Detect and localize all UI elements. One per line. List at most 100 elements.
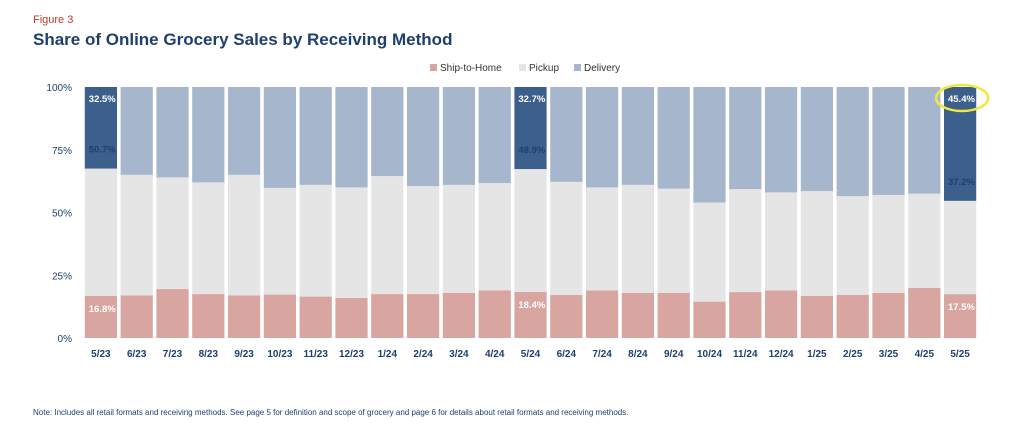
bar-segment-ship-to-home	[943, 294, 977, 338]
x-tick-label: 3/25	[879, 349, 899, 360]
bar-segment-ship-to-home	[299, 296, 332, 338]
bar-segment-pickup	[729, 189, 762, 293]
x-tick-label: 5/24	[521, 349, 541, 360]
bar-segment-ship-to-home	[371, 294, 404, 338]
bar-segment-delivery	[621, 87, 655, 185]
bar-segment-pickup	[550, 181, 583, 295]
x-tick-label: 12/24	[769, 349, 794, 360]
bar-segment-delivery	[514, 87, 547, 170]
x-tick-label: 12/23	[339, 349, 364, 360]
bar-segment-ship-to-home	[84, 295, 118, 338]
x-tick-label: 1/25	[807, 349, 827, 360]
bar-segment-delivery	[192, 87, 225, 183]
bar-segment-ship-to-home	[585, 290, 619, 338]
bar-segment-ship-to-home	[908, 287, 941, 338]
bar-segment-delivery	[371, 87, 404, 177]
x-tick-label: 6/24	[557, 349, 577, 360]
x-tick-label: 9/23	[234, 349, 254, 360]
bar-segment-delivery	[227, 87, 261, 175]
bar-segment-pickup	[335, 187, 368, 298]
x-tick-label: 7/24	[592, 349, 612, 360]
x-tick-label: 6/23	[127, 349, 147, 360]
data-label-ship-to-home: 16.8%	[89, 304, 116, 315]
x-tick-label: 8/23	[199, 349, 219, 360]
bar-segment-pickup	[764, 192, 798, 291]
bar-segment-pickup	[908, 193, 941, 288]
x-tick-label: 3/24	[449, 349, 469, 360]
bar-segment-pickup	[156, 177, 189, 290]
x-tick-label: 10/24	[697, 349, 722, 360]
x-tick-label: 5/23	[91, 349, 111, 360]
bar-segment-ship-to-home	[836, 294, 869, 338]
bar-segment-delivery	[263, 87, 297, 188]
bar-segment-ship-to-home	[657, 292, 690, 338]
x-axis: 5/23 6/23 7/23 8/23 9/23 10/23 11/23 12/23 1/24 2…	[91, 349, 970, 360]
bar-segment-delivery	[872, 87, 905, 195]
bar-segment-ship-to-home	[800, 295, 834, 338]
bar-segment-pickup	[84, 168, 118, 296]
bar-segment-delivery	[156, 87, 189, 178]
x-tick-label: 10/23	[267, 349, 292, 360]
bar-segment-pickup	[192, 182, 225, 295]
bar-segment-ship-to-home	[156, 289, 189, 338]
data-label-delivery: 32.7%	[518, 94, 545, 105]
data-label-ship-to-home: 17.5%	[948, 302, 975, 313]
bar-segment-pickup	[478, 183, 511, 291]
bars	[84, 87, 977, 338]
bar-segment-delivery	[120, 87, 153, 175]
bar-segment-pickup	[872, 194, 905, 293]
bar-segment-delivery	[478, 87, 511, 184]
bar-segment-ship-to-home	[729, 292, 762, 338]
bar-segment-delivery	[299, 87, 332, 185]
bar-segment-pickup	[836, 196, 869, 295]
legend-swatch	[519, 64, 526, 71]
bar-segment-pickup	[585, 187, 619, 291]
bar-segment-ship-to-home	[764, 290, 798, 338]
bar-segment-pickup	[943, 200, 977, 295]
bar-segment-ship-to-home	[227, 295, 261, 338]
y-tick-label: 0%	[58, 334, 73, 345]
legend-label: Ship-to-Home	[440, 63, 502, 74]
data-label-pickup: 50.7%	[89, 145, 116, 156]
bar-segment-delivery	[908, 87, 941, 194]
bar-segment-pickup	[227, 174, 261, 296]
bar-segment-ship-to-home	[442, 292, 476, 338]
legend-label: Pickup	[529, 63, 559, 74]
bar-segment-delivery	[836, 87, 869, 197]
highlight-circle	[934, 83, 990, 113]
bar-segment-pickup	[800, 191, 834, 296]
x-tick-label: 11/24	[733, 349, 758, 360]
x-tick-label: 2/24	[413, 349, 433, 360]
y-tick-label: 25%	[52, 271, 72, 282]
legend-swatch	[430, 64, 437, 71]
bar-segment-ship-to-home	[192, 294, 225, 338]
bar-segment-ship-to-home	[872, 292, 905, 338]
bar-segment-ship-to-home	[335, 297, 368, 338]
bar-segment-ship-to-home	[263, 294, 297, 338]
data-label-delivery: 45.4%	[948, 94, 975, 105]
x-tick-label: 4/24	[485, 349, 505, 360]
bar-segment-pickup	[299, 184, 332, 297]
legend-label: Delivery	[584, 63, 620, 74]
x-tick-label: 5/25	[950, 349, 970, 360]
bar-segment-ship-to-home	[406, 294, 440, 338]
bar-segment-pickup	[657, 188, 690, 293]
bar-segment-delivery	[693, 87, 726, 203]
x-tick-label: 7/23	[163, 349, 183, 360]
data-label-ship-to-home: 18.4%	[518, 300, 545, 311]
chart-title: Share of Online Grocery Sales by Receivi…	[33, 30, 453, 49]
bar-segment-delivery	[764, 87, 798, 193]
bar-segment-pickup	[406, 186, 440, 295]
x-tick-label: 1/24	[378, 349, 398, 360]
bar-segment-pickup	[120, 174, 153, 296]
bar-segment-pickup	[621, 184, 655, 293]
x-tick-label: 8/24	[628, 349, 648, 360]
bar-segment-ship-to-home	[693, 301, 726, 338]
data-label-pickup: 37.2%	[948, 177, 975, 188]
bar-segment-ship-to-home	[478, 290, 511, 338]
x-tick-label: 11/23	[303, 349, 328, 360]
bar-segment-pickup	[263, 187, 297, 295]
data-label-pickup: 48.9%	[518, 145, 545, 156]
stacked-bar-chart: Ship-to-Home Pickup Delivery 0% 25% 50% 75% 10…	[46, 63, 990, 360]
x-tick-label: 2/25	[843, 349, 863, 360]
